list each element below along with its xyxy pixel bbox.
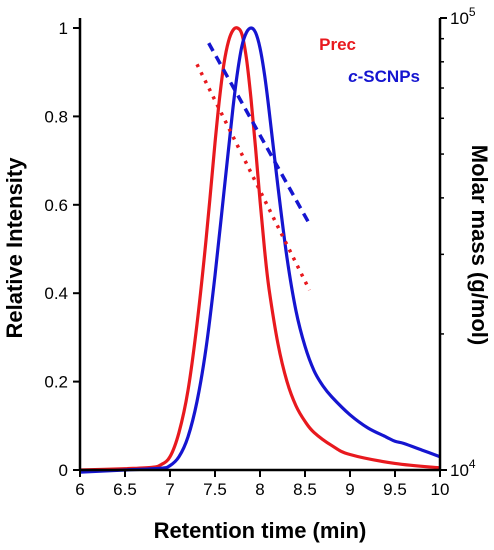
x-axis-title: Retention time (min): [154, 518, 367, 543]
y-tick-label: 0.4: [44, 284, 68, 303]
series-line-0: [79, 26, 441, 472]
y-tick-label: 0.8: [44, 107, 68, 126]
ticks: 6 6.5 7 7.5 8 8.5 9 9.5 10 0 0.2 0.4 0.6 0.8 1 104 105: [44, 5, 476, 499]
x-tick-label: 10: [431, 480, 450, 499]
series-line-3: [207, 42, 312, 225]
plot-lines: [79, 26, 441, 474]
x-tick-label: 6: [75, 480, 84, 499]
x-tick-label: 8.5: [293, 480, 317, 499]
x-tick-label: 9: [345, 480, 354, 499]
x-tick-label: 9.5: [383, 480, 407, 499]
legend-entry: Prec: [319, 35, 356, 54]
legend-entry: c-SCNPs: [348, 67, 420, 86]
x-tick-label: 6.5: [113, 480, 137, 499]
y2-tick-label: 105: [450, 5, 476, 28]
y2-axis-title: Molar mass (g/mol): [467, 145, 492, 345]
y-tick-label: 0.6: [44, 196, 68, 215]
x-tick-label: 7.5: [203, 480, 227, 499]
series-line-2: [195, 63, 312, 291]
legend: Prec c-SCNPs: [319, 35, 420, 86]
x-tick-label: 8: [255, 480, 264, 499]
y-tick-label: 0: [59, 461, 68, 480]
y-tick-label: 0.2: [44, 373, 68, 392]
y-tick-label: 1: [59, 19, 68, 38]
x-tick-label: 7: [165, 480, 174, 499]
y2-tick-label: 104: [450, 457, 476, 480]
y-axis-title: Relative Intensity: [2, 157, 27, 339]
series-line-1: [79, 26, 441, 474]
